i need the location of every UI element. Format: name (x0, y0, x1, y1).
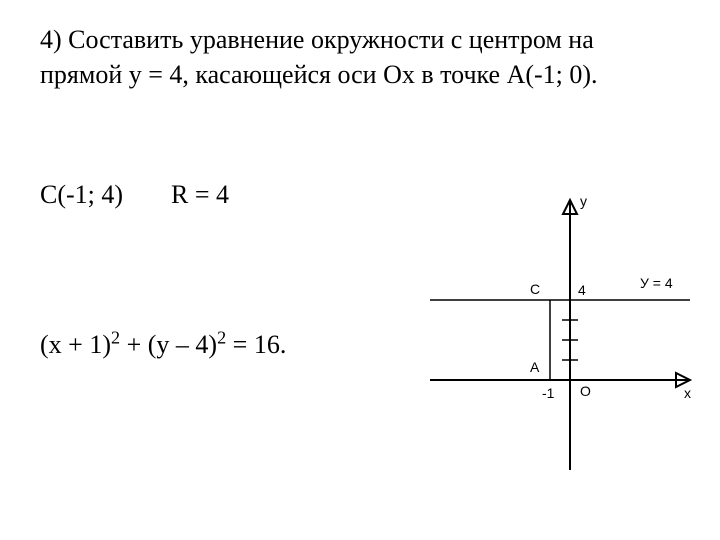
radius-label: R = 4 (171, 180, 229, 209)
diagram-svg: х у О 4 -1 A С У = 4 (400, 180, 700, 480)
point-c-label: С (530, 281, 540, 297)
circle-equation: (x + 1)2 + (y – 4)2 = 16. (40, 330, 286, 360)
center-label: С(-1; 4) (40, 180, 123, 209)
x-axis-label: х (684, 385, 691, 401)
problem-statement: 4) Составить уравнение окружности с цент… (40, 22, 600, 92)
minus1-label: -1 (542, 385, 555, 401)
origin-label: О (580, 383, 591, 399)
y4-label: 4 (578, 282, 586, 298)
line-y4-caption: У = 4 (640, 275, 673, 291)
y-axis-label: у (580, 193, 587, 209)
center-and-radius: С(-1; 4) R = 4 (40, 180, 229, 210)
point-a-label: A (530, 359, 540, 375)
coordinate-diagram: х у О 4 -1 A С У = 4 (400, 180, 700, 480)
